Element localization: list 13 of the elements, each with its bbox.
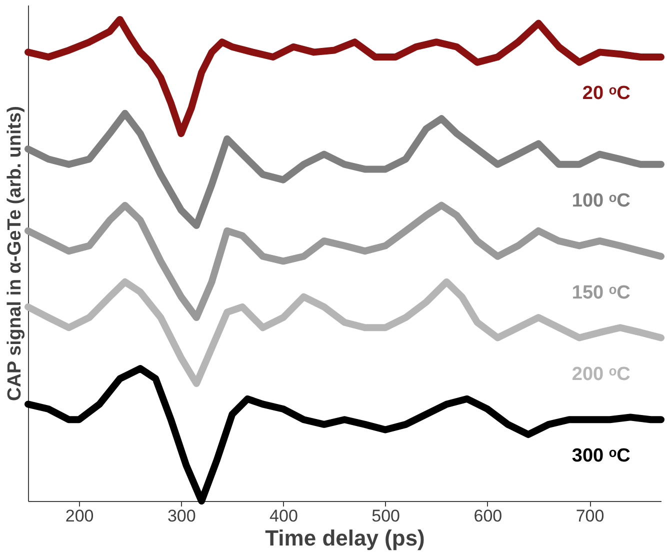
series-label: 100 ᵒC bbox=[572, 190, 631, 212]
x-tick-label: 700 bbox=[576, 506, 604, 526]
x-tick-label: 500 bbox=[372, 506, 400, 526]
y-axis-title: CAP signal in α-GeTe (arb. units) bbox=[4, 106, 26, 401]
x-tick-label: 400 bbox=[270, 506, 298, 526]
x-tick-label: 300 bbox=[167, 506, 196, 526]
x-tick-label: 200 bbox=[65, 506, 94, 526]
series-label: 20 ᵒC bbox=[582, 83, 631, 104]
series-label: 300 ᵒC bbox=[572, 446, 631, 467]
x-tick-label: 600 bbox=[474, 506, 502, 526]
x-axis-title: Time delay (ps) bbox=[265, 526, 425, 550]
series-label: 150 ᵒC bbox=[572, 282, 631, 304]
series-label: 200 ᵒC bbox=[572, 364, 631, 385]
